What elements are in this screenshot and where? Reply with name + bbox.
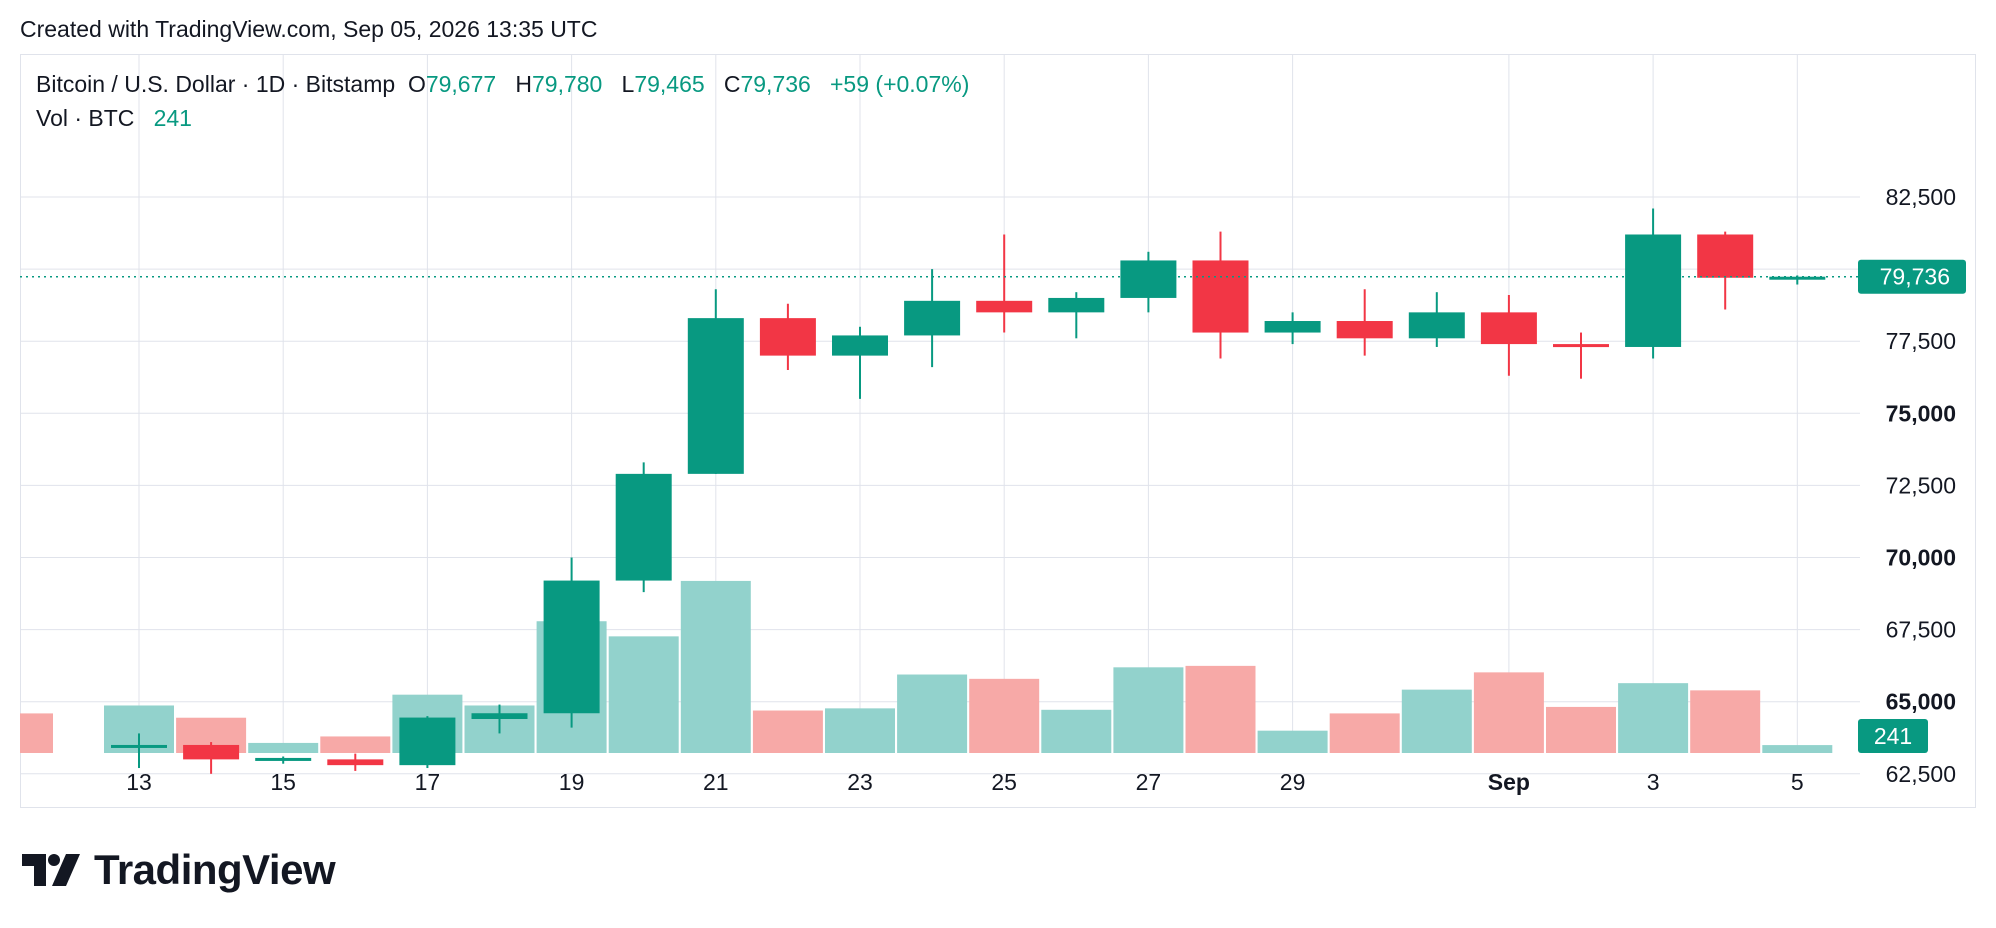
price-tick-label: 67,500 [1886,617,1956,643]
close-label: C [723,71,741,97]
candle-body [759,318,816,356]
volume-bar [1618,683,1689,753]
volume-bar [248,742,319,753]
grid-lines [20,54,1860,775]
tradingview-logo-icon [22,854,80,886]
candle-body [1048,297,1105,313]
tradingview-logo[interactable]: TradingView [22,846,336,894]
last-price-badge-label: 79,736 [1880,264,1950,290]
time-tick-label: 25 [991,769,1017,795]
last-volume-badge-label: 241 [1874,723,1912,749]
volume-bar [1185,665,1256,753]
time-tick-label: 21 [703,769,729,795]
price-tick-label: 70,000 [1886,545,1956,571]
candlestick-chart[interactable]: 62,500 65,000 67,500 70,000 72,500 75,000 77,5… [20,54,1976,808]
price-axis: 62,500 65,000 67,500 70,000 72,500 75,000 77,5… [1858,184,1966,787]
volume-bar [1473,672,1544,753]
candle-body [1553,344,1609,348]
candle-body [904,300,961,336]
time-tick-label: 5 [1791,769,1804,795]
volume-bar [320,736,391,753]
volume-bar [969,678,1040,753]
candle-body [1408,312,1465,339]
brand-name: TradingView [94,846,336,893]
candles [111,208,1826,774]
volume-bar [1762,745,1833,753]
open-value: 79,677 [425,71,497,97]
volume-bar [1113,667,1184,753]
close-value: 79,736 [740,71,811,97]
candle-body [1697,234,1754,278]
change-value: +59 (+0.07%) [830,71,970,97]
time-tick-label: 23 [847,769,873,795]
candle-body [255,757,312,761]
time-tick-label: 29 [1280,769,1306,795]
volume-legend: Vol · BTC 241 [36,105,192,132]
chart-frame [20,54,1976,808]
candle-body [1264,321,1321,333]
last-price-badge [1858,259,1966,294]
volume-bar [680,580,751,753]
candle-body [1769,276,1826,280]
volume-bar [1546,706,1616,753]
volume-bar [752,710,823,753]
candle-body [1625,234,1682,347]
open-label: O [407,71,426,97]
time-tick-label: 17 [415,769,441,795]
candle-body [183,744,240,760]
price-tick-label: 72,500 [1886,472,1956,498]
candle-body [471,713,528,720]
candle-body [976,300,1033,313]
time-tick-label: 13 [126,769,152,795]
volume-bar [897,674,968,753]
candle-body [543,580,600,714]
price-tick-label: 82,500 [1886,184,1956,210]
volume-bar [1329,713,1400,753]
volume-bar [1257,730,1328,753]
volume-bar [1401,689,1472,753]
candle-body [327,759,384,766]
volume-bar [608,636,679,753]
time-tick-label: 19 [559,769,585,795]
volume-bar [1041,709,1112,753]
low-value: 79,465 [634,71,705,97]
price-tick-label: 65,000 [1886,689,1956,715]
time-axis: 13 15 17 19 21 23 25 27 29 Sep 3 5 [126,769,1803,795]
high-value: 79,780 [531,71,603,97]
symbol-title[interactable]: Bitcoin / U.S. Dollar · 1D · Bitstamp [36,71,396,97]
time-tick-label: 27 [1136,769,1162,795]
candle-body [1336,321,1393,339]
candle-body [1120,260,1177,298]
candle-body [111,744,167,748]
price-tick-label: 75,000 [1886,400,1956,426]
candle-body [832,335,888,356]
time-tick-label: Sep [1488,769,1530,795]
candle-body [1192,260,1249,333]
volume-bar [20,713,53,753]
time-tick-label: 3 [1647,769,1660,795]
time-tick-label: 15 [270,769,296,795]
volume-bar [825,708,895,753]
low-label: L [621,71,635,97]
volume-label[interactable]: Vol · BTC [36,105,135,131]
last-volume-badge [1858,719,1928,753]
candle-body [1480,312,1537,345]
volume-value: 241 [153,105,192,131]
volume-bar [1690,690,1761,753]
volume-bars [20,580,1833,753]
candle-body [615,473,672,581]
price-tick-label: 77,500 [1886,328,1956,354]
candle-body [687,318,744,474]
ohlc-legend: Bitcoin / U.S. Dollar · 1D · Bitstamp O7… [36,71,969,98]
price-tick-label: 62,500 [1886,761,1956,787]
high-label: H [515,71,532,97]
created-with-caption: Created with TradingView.com, Sep 05, 20… [20,16,598,42]
candle-body [399,717,456,766]
